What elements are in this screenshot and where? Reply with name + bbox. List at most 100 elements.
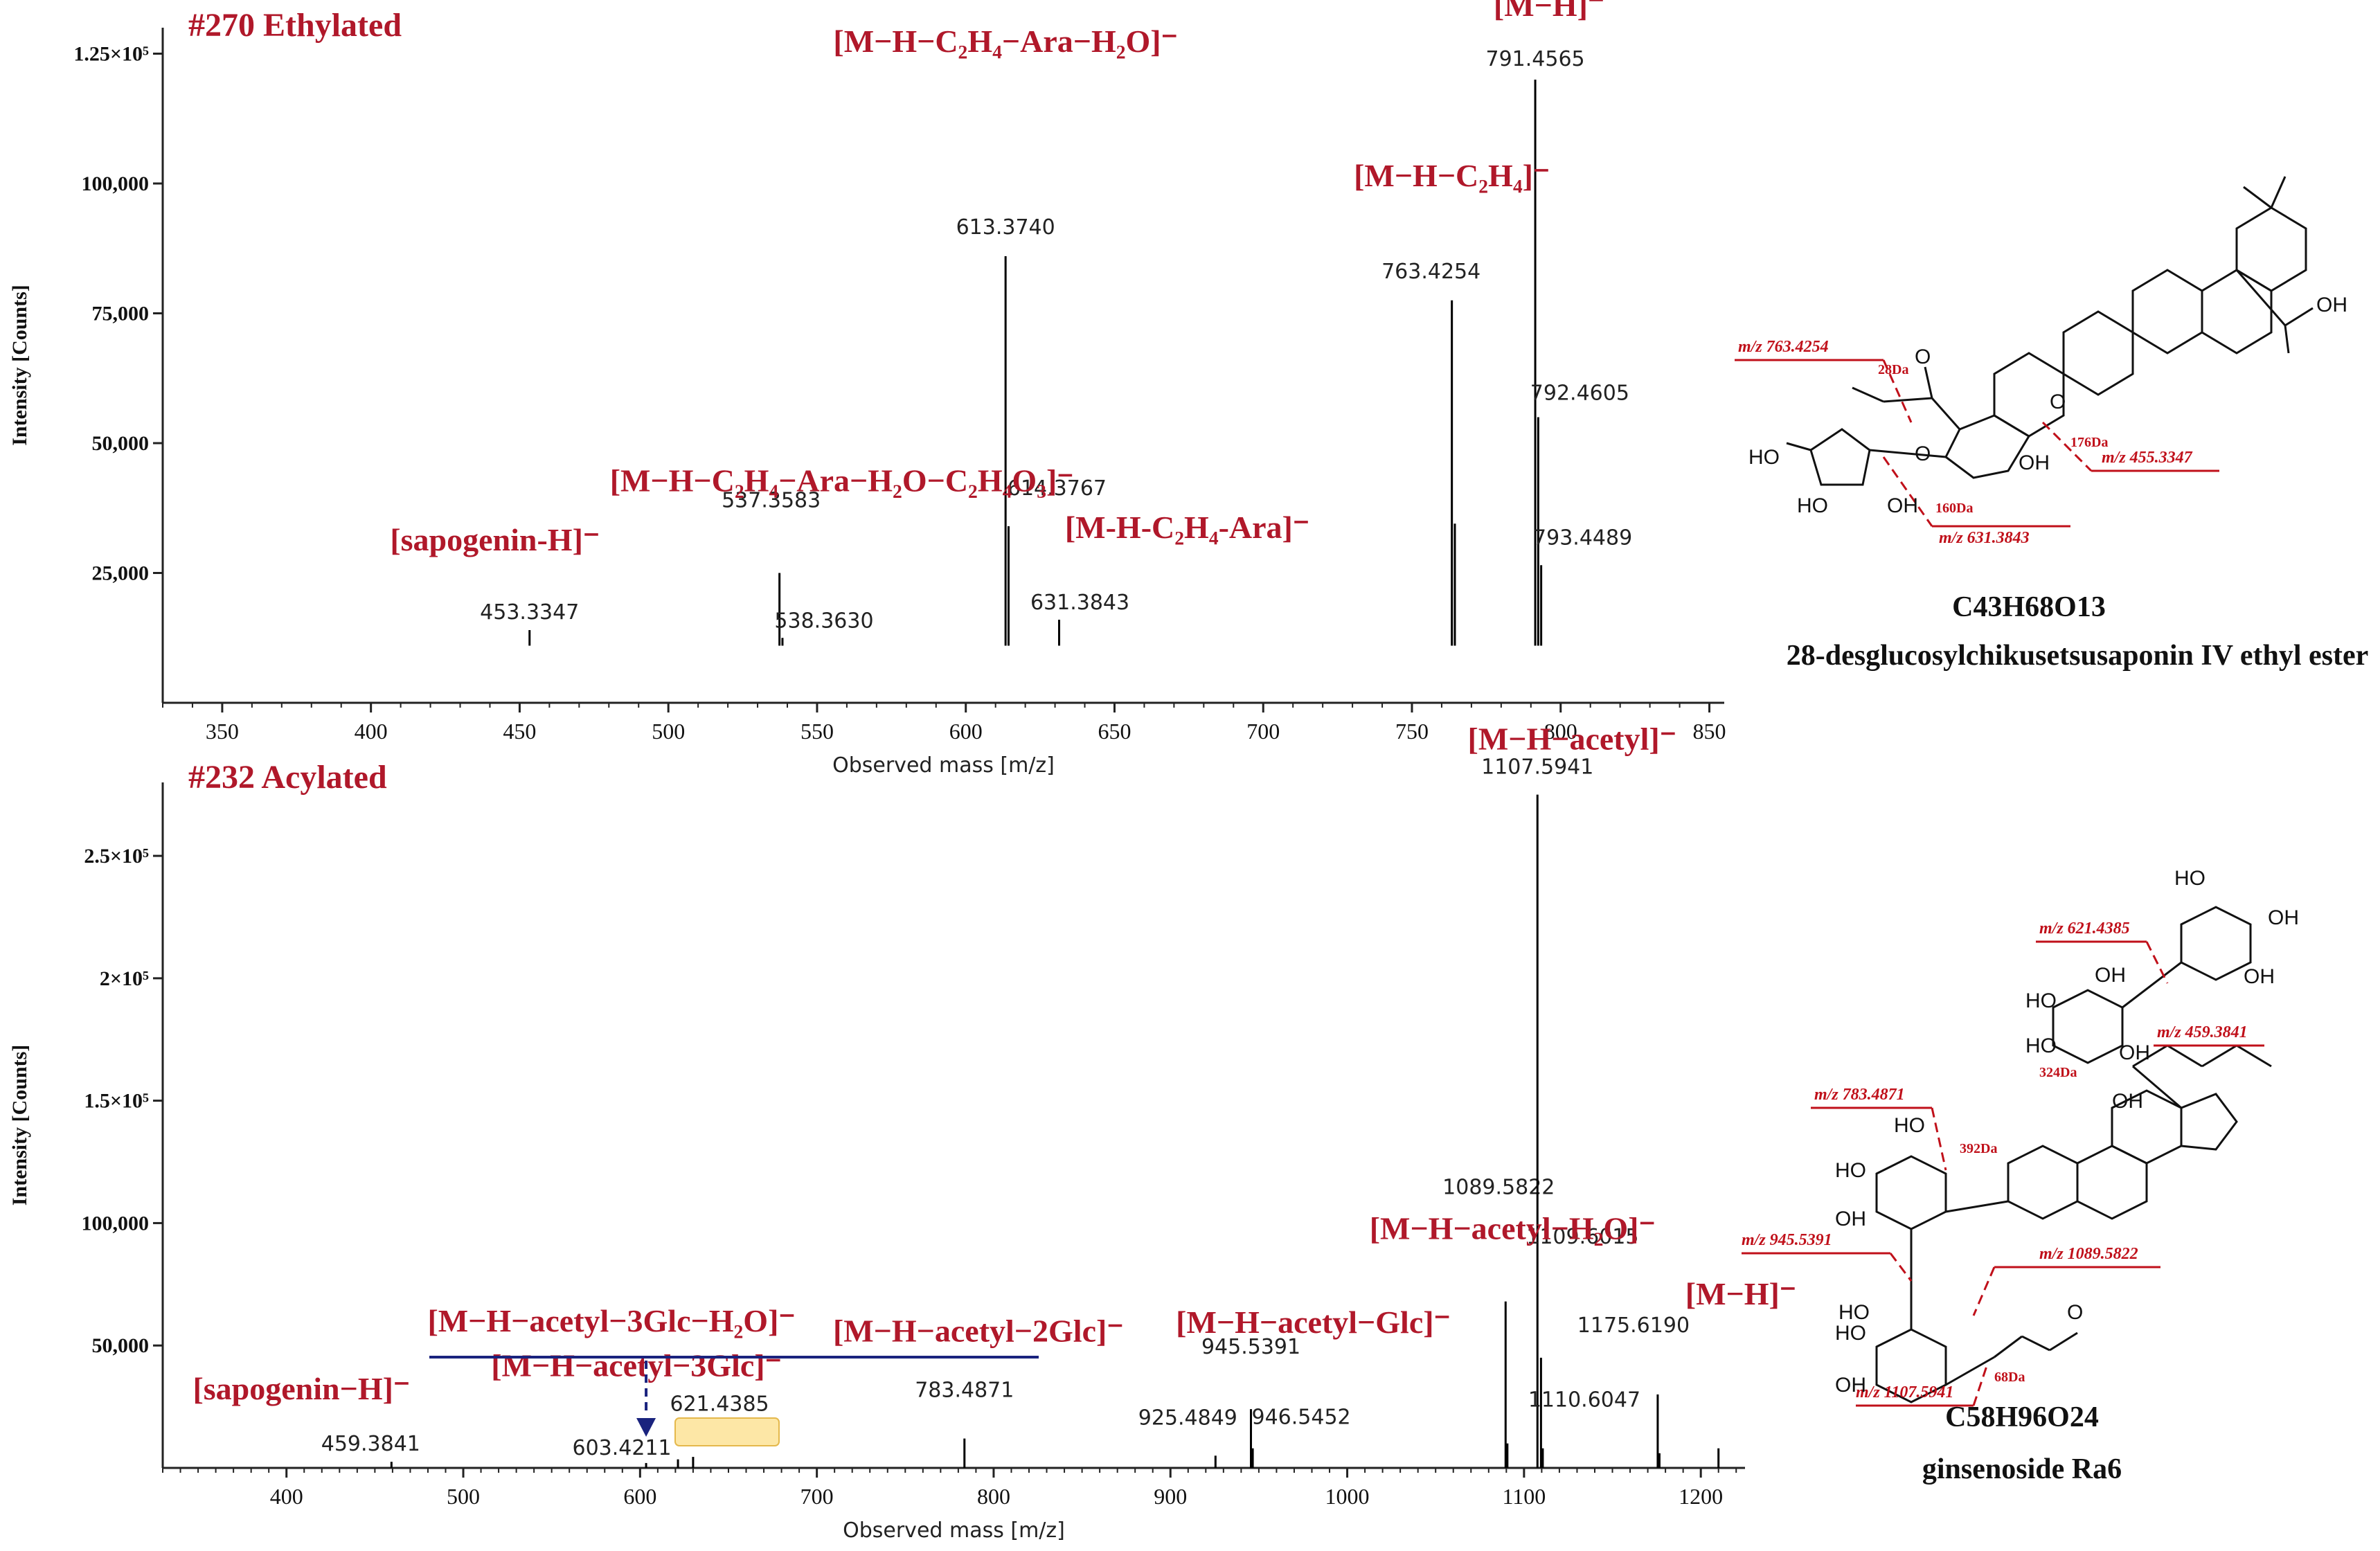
group-label: HO	[1838, 1301, 1870, 1324]
ion-annotation: [M−H−C₂H₄−Ara−H₂O−C₂H₄O₃]⁻	[610, 463, 1074, 499]
group-label: O	[2050, 391, 2066, 413]
frag-cut	[1972, 1363, 1989, 1406]
frag-cut	[1889, 1253, 1913, 1282]
methyl-bond	[2243, 186, 2272, 209]
loss-label: 160Da	[1935, 501, 1973, 516]
peak-label: 631.3843	[1030, 591, 1129, 615]
x-tick-label: 700	[1246, 719, 1280, 744]
group-label: O	[1915, 442, 1931, 465]
x-tick-label: 600	[623, 1484, 656, 1509]
peak-label: 1175.6190	[1577, 1314, 1690, 1338]
group-label: OH	[2268, 906, 2299, 929]
group-label: OH	[2112, 1090, 2143, 1113]
y-tick-label: 75,000	[92, 303, 150, 325]
loss-label: 68Da	[1994, 1370, 2025, 1385]
x-tick-label: 400	[355, 719, 388, 744]
peak-label: 1089.5822	[1442, 1176, 1555, 1200]
group-label: HO	[2025, 1034, 2057, 1057]
steroid-ring-a	[2007, 1145, 2079, 1220]
y-tick-label: 50,000	[92, 1334, 150, 1357]
formula-ethylated: C43H68O13	[1952, 591, 2106, 623]
ion-annotation: [M−H−acetyl−H₂O]⁻	[1370, 1211, 1656, 1246]
ion-annotation: [M-H-C₂H₄-Ara]⁻	[1065, 510, 1309, 545]
y-tick-label: 1.5×10⁵	[84, 1090, 149, 1113]
x-tick-label: 800	[977, 1484, 1010, 1509]
ester-bond	[1945, 1356, 1995, 1386]
glycosidic-bond	[1945, 1200, 2009, 1213]
x-tick-label: 800	[1544, 719, 1577, 744]
spectrum-acylated: #232 Acylated 400 500 600 700 800 900 1000 1100…	[8, 721, 1796, 1543]
x-tick-label: 1000	[1325, 1484, 1370, 1509]
sugar-ring-glcua	[1944, 414, 2031, 479]
ester-bond	[1931, 397, 1961, 430]
frag-cut	[1972, 1266, 1996, 1316]
x-tick-label: 1200	[1679, 1484, 1723, 1509]
ion-annotation: [M−H−C₂H₄]⁻	[1354, 158, 1550, 193]
carboxyl-bond	[2235, 269, 2287, 326]
frag-label: m/z 763.4254	[1738, 338, 1829, 356]
group-label: O	[1915, 346, 1931, 368]
x-tick-label: 850	[1693, 719, 1726, 744]
loss-label: 176Da	[2070, 435, 2108, 450]
group-label: OH	[2244, 965, 2275, 988]
loss-label: 28Da	[1878, 362, 1908, 377]
peak-label: 925.4849	[1138, 1406, 1237, 1430]
loss-label: 392Da	[1960, 1141, 1997, 1156]
chart-title-ethylated: #270 Ethylated	[188, 7, 402, 44]
peak-label: 783.4871	[915, 1379, 1014, 1403]
group-label: OH	[1887, 494, 1918, 517]
ring-d	[2062, 310, 2134, 396]
peak-label: 537.3583	[722, 489, 821, 513]
peak-label: 793.4489	[1533, 526, 1632, 550]
y-tick-label: 25,000	[92, 562, 150, 585]
group-label: HO	[2174, 867, 2205, 890]
group-label: O	[2067, 1301, 2083, 1324]
x-tick-label: 400	[270, 1484, 303, 1509]
x-tick-label: 500	[447, 1484, 480, 1509]
frag-cut	[1882, 456, 1933, 527]
sugar-ring-3	[1875, 1155, 1947, 1230]
frag-cut	[2041, 421, 2093, 472]
ester-bond	[1994, 1335, 2023, 1359]
ion-annotation: [M−H]⁻	[1494, 0, 1604, 23]
ion-annotation: [M−H−acetyl−2Glc]⁻	[833, 1314, 1124, 1349]
x-tick-label: 1100	[1502, 1484, 1546, 1509]
sugar-ring-ara	[1809, 428, 1871, 486]
y-tick-label: 1.25×10⁵	[73, 43, 149, 66]
group-label: OH	[2095, 964, 2126, 987]
group-label: OH	[2019, 451, 2050, 474]
ion-annotation: [M−H−acetyl]⁻	[1468, 721, 1676, 757]
peak-label: 791.4565	[1485, 47, 1584, 71]
ring-c	[2131, 269, 2203, 355]
x-tick-label: 700	[800, 1484, 834, 1509]
compound-name-ethylated: 28-desglucosylchikusetsusaponin IV ethyl…	[1787, 640, 2369, 672]
ring-a	[2235, 206, 2307, 292]
frag-label: m/z 459.3841	[2157, 1023, 2248, 1041]
peak-label: 792.4605	[1530, 382, 1629, 406]
x-axis-label: Observed mass [m/z]	[843, 1518, 1065, 1543]
ion-annotation: [sapogenin−H]⁻	[193, 1371, 410, 1406]
x-tick-label: 650	[1098, 719, 1131, 744]
sidechain-bond	[2132, 1044, 2168, 1068]
structure-ethylated-labels: m/z 763.4254 m/z 455.3347 m/z 631.3843 2…	[1738, 294, 2368, 672]
y-tick-label: 2×10⁵	[100, 967, 149, 990]
sugar-ring-2	[2052, 989, 2124, 1064]
group-label: OH	[1835, 1374, 1866, 1397]
carboxyl-bond	[2284, 307, 2314, 327]
peak-label: 1110.6047	[1528, 1388, 1640, 1413]
frag-label: m/z 945.5391	[1742, 1231, 1832, 1249]
x-axis-label: Observed mass [m/z]	[832, 753, 1055, 778]
frag-label: m/z 783.4871	[1814, 1086, 1905, 1104]
group-label: OH	[2119, 1041, 2150, 1064]
y-tick-label: 100,000	[82, 1212, 150, 1235]
frag-label: m/z 621.4385	[2039, 920, 2130, 938]
ring-b	[2201, 269, 2273, 355]
structure-ethylated	[1735, 176, 2314, 528]
sugar-ring-1	[2180, 906, 2252, 981]
x-tick-label: 900	[1154, 1484, 1187, 1509]
frag-cut	[1931, 1107, 1947, 1171]
peak-label: 459.3841	[321, 1432, 420, 1456]
x-tick-label: 500	[652, 719, 685, 744]
group-label: HO	[2025, 989, 2057, 1012]
